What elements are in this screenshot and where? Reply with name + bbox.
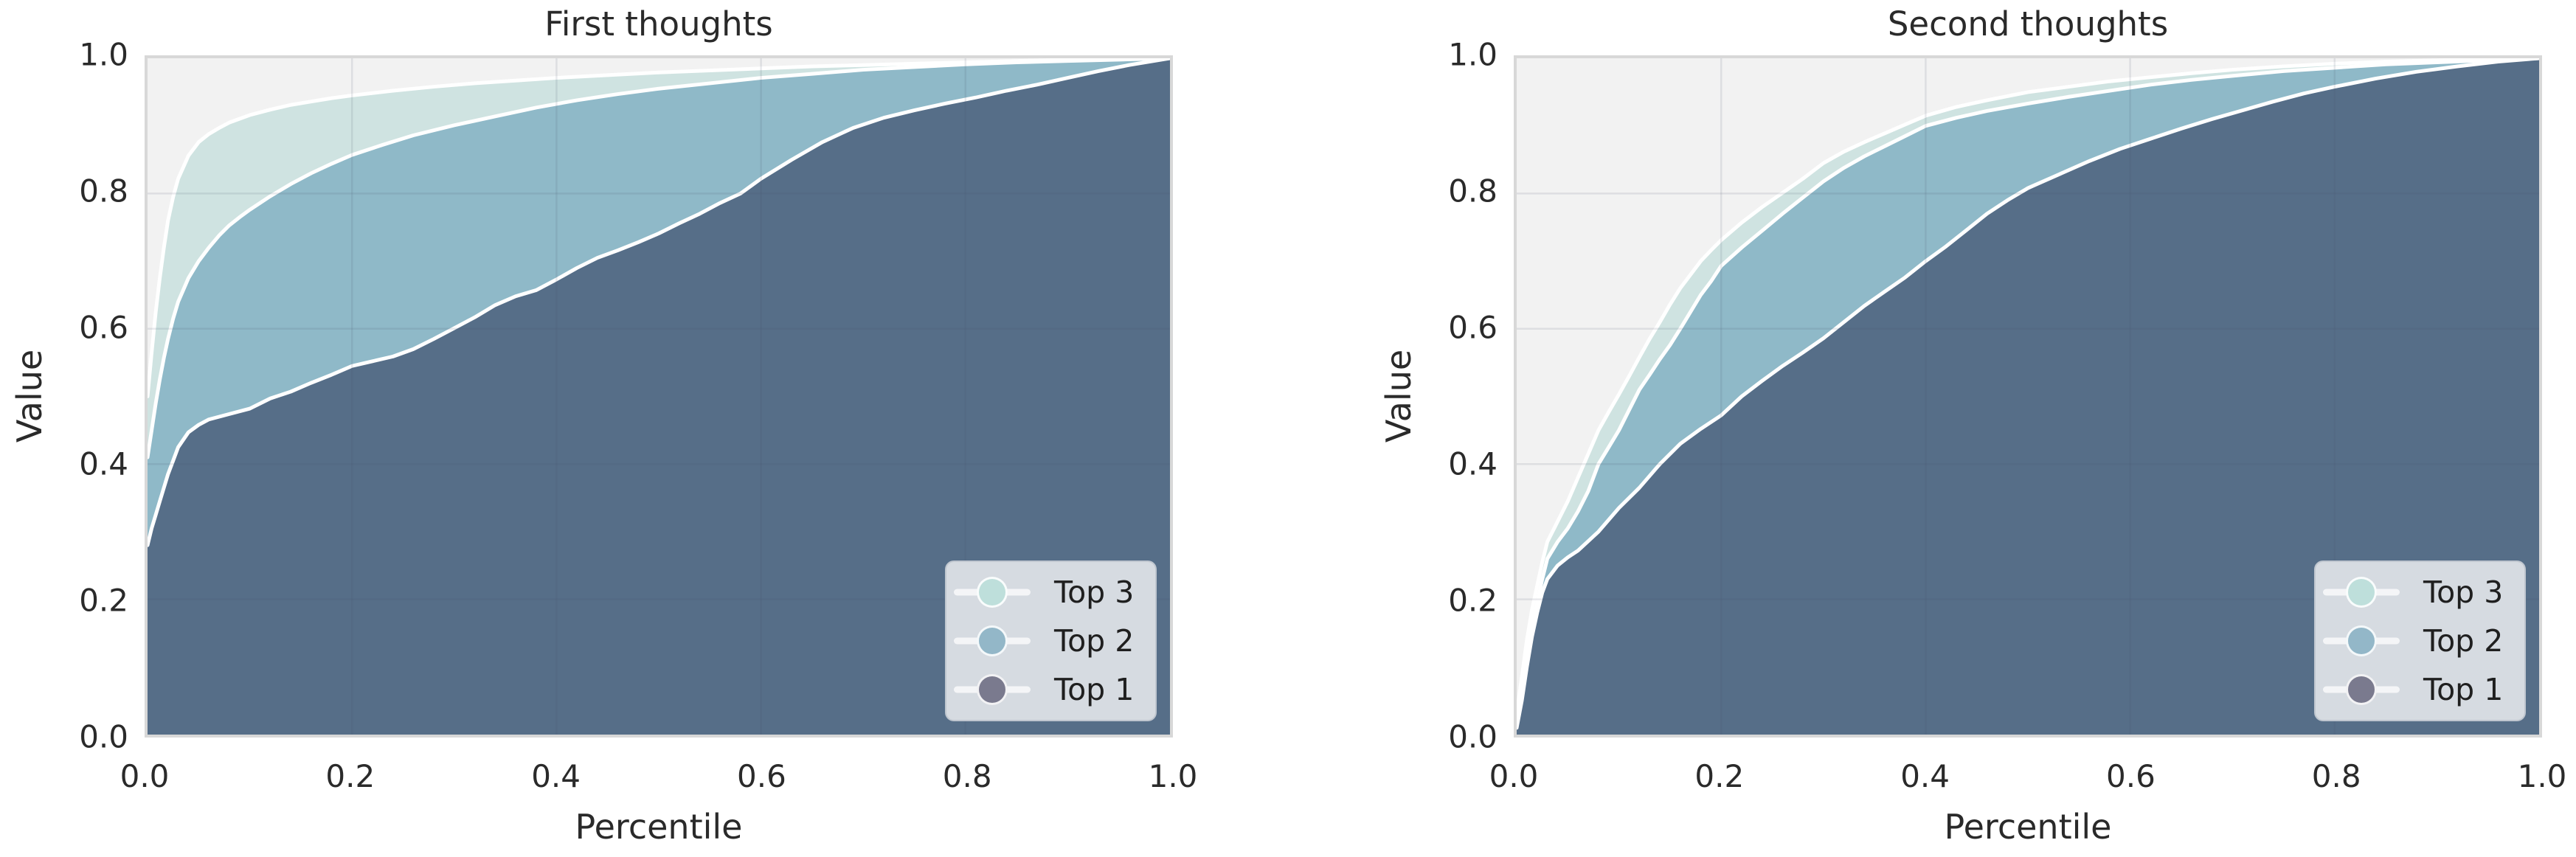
legend-marker	[2323, 622, 2400, 659]
legend-label: Top 2	[1054, 623, 1135, 659]
plot-area: Top 3 Top 2 Top 1	[145, 55, 1173, 738]
legend-marker	[954, 622, 1031, 659]
legend-label: Top 1	[2423, 672, 2504, 707]
legend-item: Top 3	[2323, 571, 2524, 614]
legend-dot-icon	[2346, 625, 2377, 656]
area-top-1	[1517, 58, 2539, 735]
y-tick-label: 0.8	[79, 173, 128, 209]
legend-label: Top 3	[2423, 575, 2504, 610]
legend-marker	[2323, 671, 2400, 708]
x-tick-labels: 0.0 0.2 0.4 0.6 0.8 1.0 0.0 0.2 0.4 0.6 0.8 1.0	[0, 758, 2576, 802]
y-tick-label: 0.2	[79, 582, 128, 619]
x-tick-label: 0.8	[2311, 758, 2361, 794]
x-tick-label: 0.4	[1900, 758, 1950, 794]
y-tick-label: 0.6	[1448, 309, 1498, 346]
x-tick-label: 1.0	[1148, 758, 1198, 794]
chart-title: First thoughts	[544, 4, 773, 44]
legend-dot-icon	[977, 674, 1008, 705]
chart-title: Second thoughts	[1887, 4, 2169, 44]
x-tick-label: 0.0	[1489, 758, 1539, 794]
y-tick-label: 1.0	[79, 36, 128, 73]
y-tick-label: 1.0	[1448, 36, 1498, 73]
y-tick-labels: 0.0 0.2 0.4 0.6 0.8 1.0	[0, 0, 145, 857]
area-chart-svg	[1517, 58, 2539, 735]
legend-label: Top 1	[1054, 672, 1135, 707]
y-tick-label: 0.4	[1448, 445, 1498, 482]
plot-area: Top 3 Top 2 Top 1	[1514, 55, 2542, 738]
legend-item: Top 1	[954, 668, 1155, 711]
legend-dot-icon	[977, 625, 1008, 656]
legend-label: Top 3	[1054, 575, 1135, 610]
x-tick-label: 0.6	[736, 758, 786, 794]
y-tick-label: 0.2	[1448, 582, 1498, 619]
curve-top-1	[148, 58, 1170, 547]
legend-dot-icon	[2346, 577, 2377, 608]
y-tick-label: 0.6	[79, 309, 128, 346]
curve-top-2	[148, 58, 1170, 459]
curve-top-2	[1517, 58, 2539, 724]
legend: Top 3 Top 2 Top 1	[945, 561, 1157, 721]
y-tick-labels: 0.0 0.2 0.4 0.6 0.8 1.0	[1346, 0, 1514, 857]
legend-item: Top 2	[2323, 620, 2524, 662]
x-tick-label: 1.0	[2517, 758, 2567, 794]
x-tick-label: 0.2	[325, 758, 375, 794]
area-chart-svg	[148, 58, 1170, 735]
legend-marker	[2323, 574, 2400, 611]
x-tick-label: 0.4	[531, 758, 581, 794]
legend-dot-icon	[977, 577, 1008, 608]
legend: Top 3 Top 2 Top 1	[2314, 561, 2526, 721]
x-tick-label: 0.8	[942, 758, 992, 794]
x-tick-label: 0.0	[120, 758, 170, 794]
y-tick-label: 0.0	[79, 718, 128, 755]
legend-dot-icon	[2346, 674, 2377, 705]
curve-top-3	[1517, 58, 2539, 717]
legend-label: Top 2	[2423, 623, 2504, 659]
y-tick-label: 0.4	[79, 445, 128, 482]
x-axis-label: Percentile	[575, 807, 743, 847]
legend-item: Top 2	[954, 620, 1155, 662]
curve-top-1	[1517, 58, 2539, 730]
y-tick-label: 0.8	[1448, 173, 1498, 209]
x-axis-label: Percentile	[1944, 807, 2112, 847]
area-top-1	[148, 58, 1170, 735]
legend-item: Top 3	[954, 571, 1155, 614]
legend-marker	[954, 671, 1031, 708]
x-tick-label: 0.6	[2105, 758, 2156, 794]
legend-item: Top 1	[2323, 668, 2524, 711]
curve-top-3	[148, 58, 1170, 398]
x-tick-label: 0.2	[1694, 758, 1745, 794]
legend-marker	[954, 574, 1031, 611]
y-tick-label: 0.0	[1448, 718, 1498, 755]
